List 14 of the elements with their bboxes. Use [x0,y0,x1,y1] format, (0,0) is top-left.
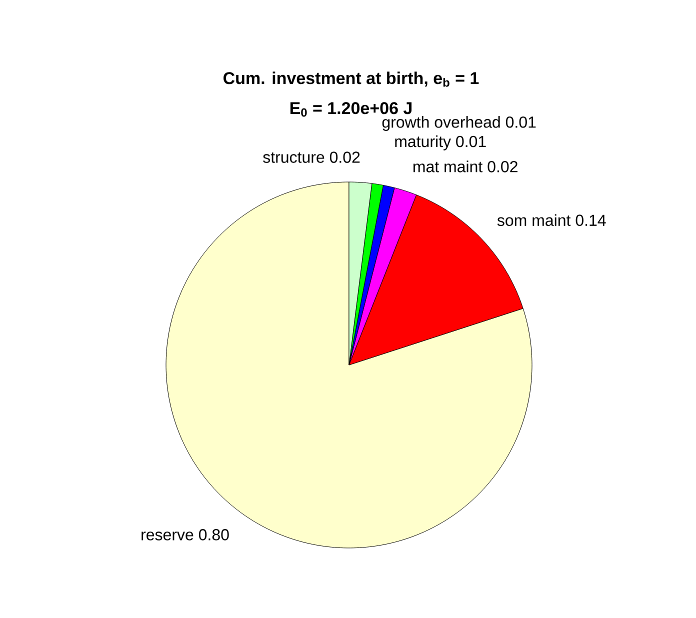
slice-label: growth overhead [382,116,500,131]
chart-title: Cum. investment at birth, e$_{b}$ = 1 [224,72,479,87]
data-label: 0.14 [576,214,606,226]
slice-label: mat maint [413,160,483,172]
slice-label: reserve [142,532,194,540]
slice-label: som maint [497,214,571,226]
data-label: 0.01 [456,136,486,148]
slice-label: structure [263,152,324,163]
data-label: 0.80 [198,529,229,540]
data-label: 0.01 [506,116,536,128]
slice-label: maturity [395,135,451,150]
data-label: 0.02 [330,152,360,163]
chart-subtitle: E$_{0}$ = 1.20e+06 J [290,102,412,117]
data-label: 0.02 [488,161,518,172]
